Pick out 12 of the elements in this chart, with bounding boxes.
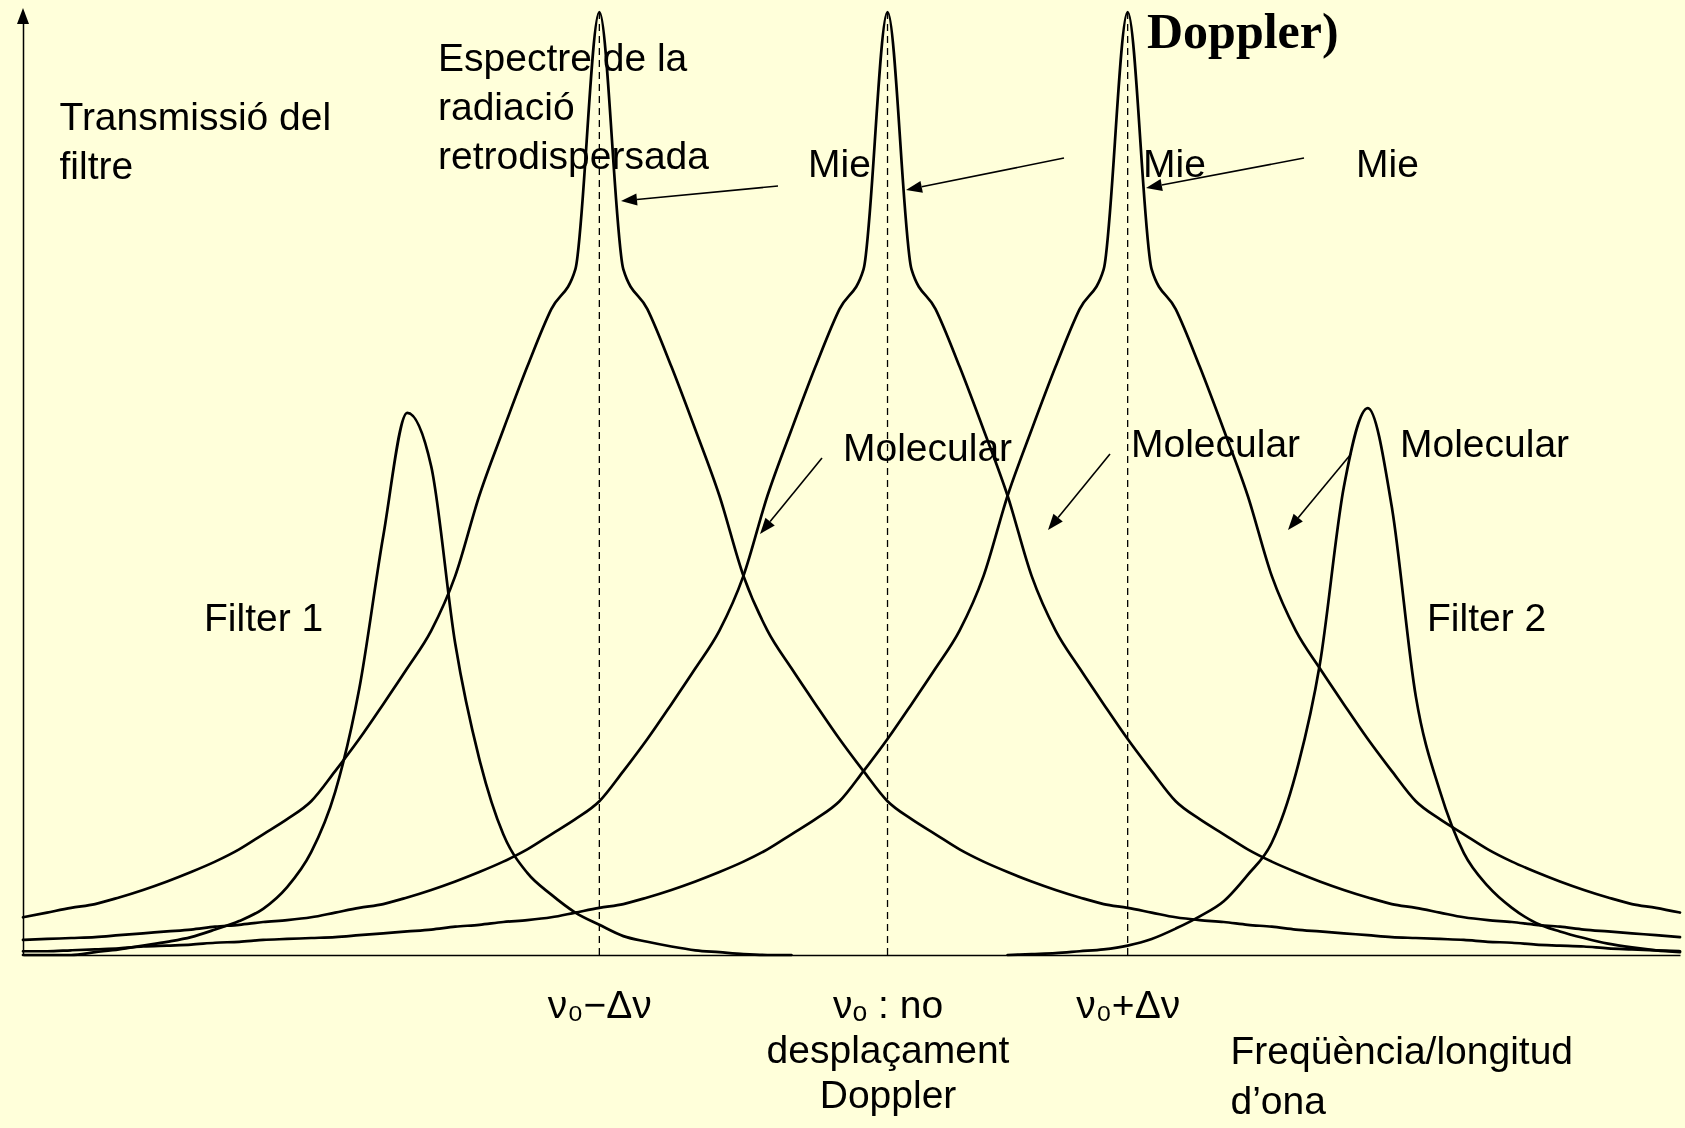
x-tick-label: ν₀+Δν	[1076, 982, 1181, 1026]
series-label: Filter 2	[1427, 596, 1547, 639]
x-tick-label: ν₀−Δν	[547, 982, 652, 1026]
annotation: Mie	[1143, 141, 1206, 185]
x-tick-label: νₒ : no desplaçament Doppler	[766, 982, 1010, 1116]
annotation: Molecular	[1400, 422, 1570, 466]
chart-title: Doppler)	[1147, 3, 1339, 59]
annotation: Mie	[808, 141, 871, 185]
x-axis-title: Freqüència/longitud d’ona	[1230, 1028, 1574, 1122]
series-label: Filter 1	[204, 596, 324, 639]
annotation: Mie	[1356, 141, 1419, 185]
y-axis-title: Transmissió del filtre	[59, 94, 332, 187]
